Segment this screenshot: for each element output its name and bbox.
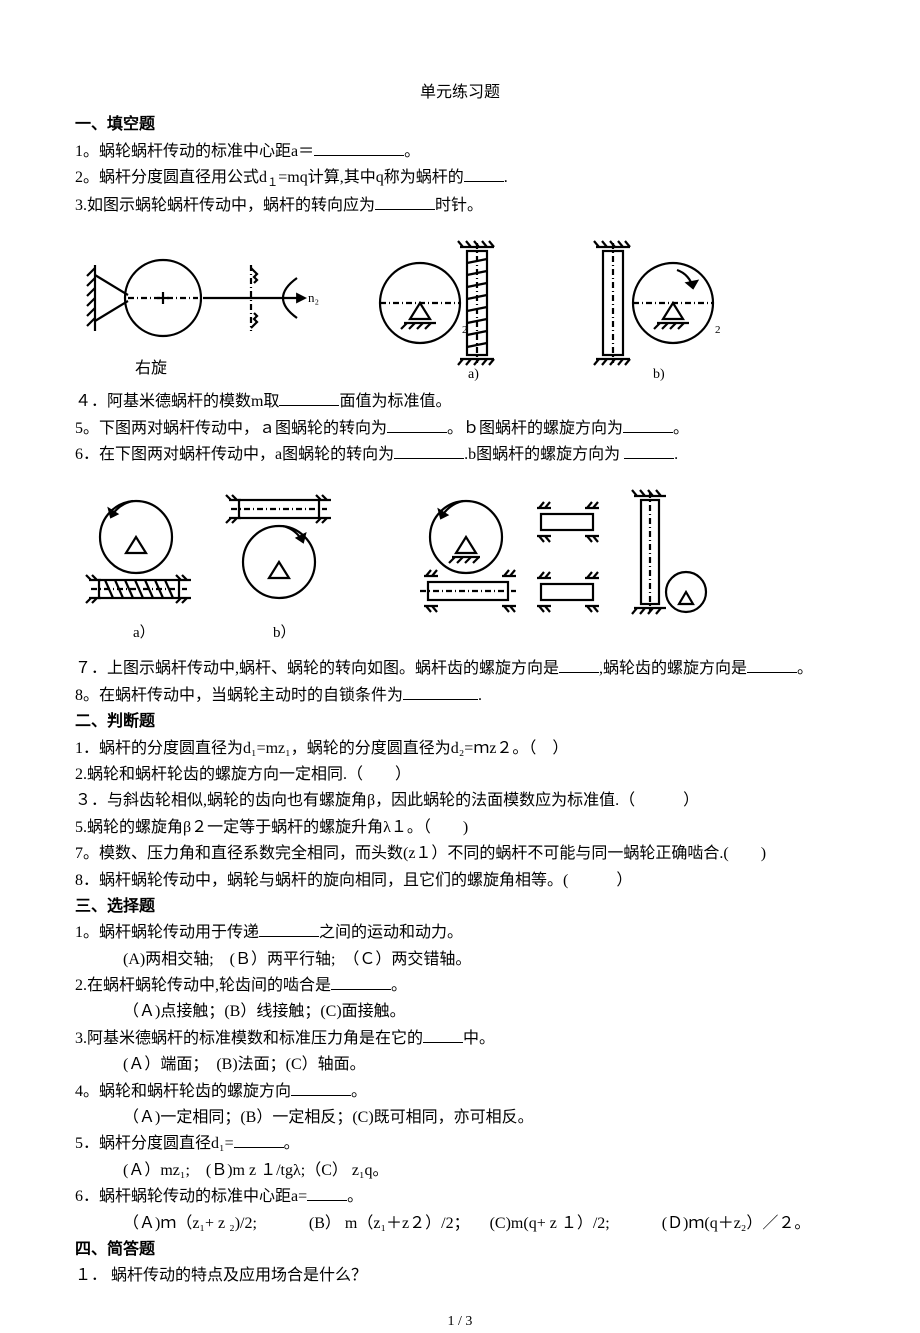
fill-q7-text-a: ７．上图示蜗杆传动中,蜗杆、蜗轮的转向如图。蜗杆齿的螺旋方向是 xyxy=(75,660,559,677)
blank xyxy=(464,165,504,182)
blank xyxy=(403,683,478,700)
blank xyxy=(314,139,404,156)
fill-q6-text-a: 6．在下图两对蜗杆传动中，a图蜗轮的转向为 xyxy=(75,446,394,463)
blank xyxy=(387,416,447,433)
fill-q5-text-b: 。ｂ图蜗杆的螺旋方向为 xyxy=(447,420,623,437)
figure-row-q3: n₂ 右旋 2 a) xyxy=(85,233,845,383)
blank xyxy=(375,193,435,210)
fill-q1-text-b: 。 xyxy=(404,143,420,160)
fill-q6-text-b: .b图蜗杆的螺旋方向为 xyxy=(464,446,620,463)
fill-q5: 5。下图两对蜗杆传动中，ａ图蜗轮的转向为 。ｂ图蜗杆的螺旋方向为 。 xyxy=(75,416,845,442)
figure-q3-c: 2 b) xyxy=(575,233,750,383)
fill-q7-text-c: 。 xyxy=(797,660,813,677)
choice-q2: 2.在蜗杆蜗轮传动中,轮齿间的啮合是 。 xyxy=(75,973,845,999)
judge-q2: 2.蜗轮和蜗杆轮齿的螺旋方向一定相同.（ ） xyxy=(75,762,845,788)
choice-q1-b: 之间的运动和动力。 xyxy=(319,924,463,941)
section-fill-heading: 一、填空题 xyxy=(75,112,845,138)
choice-q4-a: 4。蜗轮和蜗杆轮齿的螺旋方向 xyxy=(75,1083,291,1100)
blank xyxy=(394,442,464,459)
page-footer: 1 / 3 xyxy=(75,1310,845,1333)
choice-q3-options: (Ａ）端面； (B)法面；(C）轴面。 xyxy=(75,1052,845,1078)
judge-q3: ３．与斜齿轮相似,蜗轮的齿向也有螺旋角β，因此蜗轮的法面模数应为标准值.（ ） xyxy=(75,788,845,814)
figure-q3-b: 2 a) xyxy=(360,233,535,383)
short-q1: １． 蜗杆传动的特点及应用场合是什么？ xyxy=(75,1263,845,1289)
fill-q8: 8。在蜗杆传动中，当蜗轮主动时的自锁条件为. xyxy=(75,683,845,709)
section-judge-heading: 二、判断题 xyxy=(75,709,845,735)
blank xyxy=(747,656,797,673)
choice-q3-b: 中。 xyxy=(463,1030,495,1047)
blank xyxy=(279,389,339,406)
fill-q4-text-a: ４．阿基米德蜗杆的模数m取 xyxy=(75,393,279,410)
fill-q4: ４．阿基米德蜗杆的模数m取 面值为标准值。 xyxy=(75,389,845,415)
fill-q1-text-a: 1。蜗轮蜗杆传动的标准中心距a＝ xyxy=(75,143,314,160)
choice-q4: 4。蜗轮和蜗杆轮齿的螺旋方向 。 xyxy=(75,1079,845,1105)
blank xyxy=(423,1026,463,1043)
fill-q6: 6．在下图两对蜗杆传动中，a图蜗轮的转向为 .b图蜗杆的螺旋方向为 . xyxy=(75,442,845,468)
choice-q1-options: (A)两相交轴; (Ｂ）两平行轴; （Ｃ）两交错轴。 xyxy=(75,947,845,973)
blank xyxy=(331,973,391,990)
figure-q3-b-label: a) xyxy=(468,367,479,382)
fill-q2-text-c: . xyxy=(504,169,508,186)
figure-q6-right xyxy=(416,482,716,652)
figure-row-q6: a） b） xyxy=(81,482,845,652)
choice-q2-b: 。 xyxy=(391,977,407,994)
fill-q7-text-b: ,蜗轮齿的螺旋方向是 xyxy=(599,660,747,677)
choice-q2-options: （Ａ)点接触；(B）线接触；(C)面接触。 xyxy=(75,999,845,1025)
blank xyxy=(624,442,674,459)
figure-q6-a-label: a） xyxy=(133,624,155,641)
figure-label-n2: n₂ xyxy=(308,290,319,305)
judge-q8: 8．蜗杆蜗轮传动中，蜗轮与蜗杆的旋向相同，且它们的螺旋角相等。( ） xyxy=(75,868,845,894)
choice-q5-b: 。 xyxy=(284,1135,300,1152)
fill-q5-text-a: 5。下图两对蜗杆传动中，ａ图蜗轮的转向为 xyxy=(75,420,387,437)
choice-q6-b: 。 xyxy=(347,1188,363,1205)
section-short-heading: 四、简答题 xyxy=(75,1237,845,1263)
choice-q6-options: （Ａ)ｍ（z₁+ z ₂)/2; (B） m（z₁＋z２）/2； (C)m(q+… xyxy=(75,1211,845,1237)
fill-q6-text-c: . xyxy=(674,446,678,463)
blank xyxy=(559,656,599,673)
judge-q5: 5.蜗轮的螺旋角β２一定等于蜗杆的螺旋升角λ１。（ ) xyxy=(75,815,845,841)
fill-q1: 1。蜗轮蜗杆传动的标准中心距a＝ 。 xyxy=(75,139,845,165)
fill-q2-text-b: =mq计算,其中q称为蜗杆的 xyxy=(278,169,463,186)
choice-q5-options: (Ａ）mz₁; (Ｂ)m z １/tgλ;（C） z₁q。 xyxy=(75,1158,845,1184)
fill-q4-text-b: 面值为标准值。 xyxy=(339,393,451,410)
blank xyxy=(623,416,673,433)
choice-q1: 1。蜗杆蜗轮传动用于传递 之间的运动和动力。 xyxy=(75,920,845,946)
choice-q4-options: （Ａ)一定相同；(B）一定相反；(C)既可相同，亦可相反。 xyxy=(75,1105,845,1131)
figure-q3-c-label: b) xyxy=(653,367,665,382)
figure-q3-b-sub: 2 xyxy=(462,324,468,336)
fill-q2: 2。蜗杆分度圆直径用公式d１=mq计算,其中q称为蜗杆的. xyxy=(75,165,845,193)
blank xyxy=(234,1131,284,1148)
choice-q6-a: 6．蜗杆蜗轮传动的标准中心距a= xyxy=(75,1188,307,1205)
fill-q5-text-c: 。 xyxy=(673,420,689,437)
fill-q3-text-b: 时针。 xyxy=(435,197,483,214)
section-choice-heading: 三、选择题 xyxy=(75,894,845,920)
page-title: 单元练习题 xyxy=(75,80,845,106)
figure-q3-a: n₂ 右旋 xyxy=(85,233,320,383)
fill-q8-text-b: . xyxy=(478,687,482,704)
choice-q6: 6．蜗杆蜗轮传动的标准中心距a= 。 xyxy=(75,1184,845,1210)
fill-q3-text-a: 3.如图示蜗轮蜗杆传动中，蜗杆的转向应为 xyxy=(75,197,375,214)
choice-q3-a: 3.阿基米德蜗杆的标准模数和标准压力角是在它的 xyxy=(75,1030,423,1047)
fill-q8-text-a: 8。在蜗杆传动中，当蜗轮主动时的自锁条件为 xyxy=(75,687,403,704)
blank xyxy=(291,1079,351,1096)
choice-q5: 5．蜗杆分度圆直径d₁= 。 xyxy=(75,1131,845,1157)
figure-q3-c-sub: 2 xyxy=(715,324,721,336)
blank xyxy=(259,920,319,937)
blank xyxy=(307,1184,347,1201)
judge-q1: 1．蜗杆的分度圆直径为d₁=mz₁，蜗轮的分度圆直径为d₂=ｍz２。（ ） xyxy=(75,736,845,762)
figure-q6-b-label: b） xyxy=(273,624,296,641)
choice-q4-b: 。 xyxy=(351,1083,367,1100)
choice-q2-a: 2.在蜗杆蜗轮传动中,轮齿间的啮合是 xyxy=(75,977,331,994)
fill-q7: ７．上图示蜗杆传动中,蜗杆、蜗轮的转向如图。蜗杆齿的螺旋方向是 ,蜗轮齿的螺旋方向… xyxy=(75,656,845,682)
figure-q6-left: a） b） xyxy=(81,482,336,652)
choice-q1-a: 1。蜗杆蜗轮传动用于传递 xyxy=(75,924,259,941)
choice-q3: 3.阿基米德蜗杆的标准模数和标准压力角是在它的 中。 xyxy=(75,1026,845,1052)
fill-q2-sub: １ xyxy=(267,177,278,189)
choice-q5-a: 5．蜗杆分度圆直径d₁= xyxy=(75,1135,234,1152)
judge-q7: 7。模数、压力角和直径系数完全相同，而头数(z１）不同的蜗杆不可能与同一蜗轮正确… xyxy=(75,841,845,867)
fill-q3: 3.如图示蜗轮蜗杆传动中，蜗杆的转向应为 时针。 xyxy=(75,193,845,219)
fill-q2-text-a: 2。蜗杆分度圆直径用公式d xyxy=(75,169,267,186)
figure-label-right-helix: 右旋 xyxy=(135,359,167,377)
